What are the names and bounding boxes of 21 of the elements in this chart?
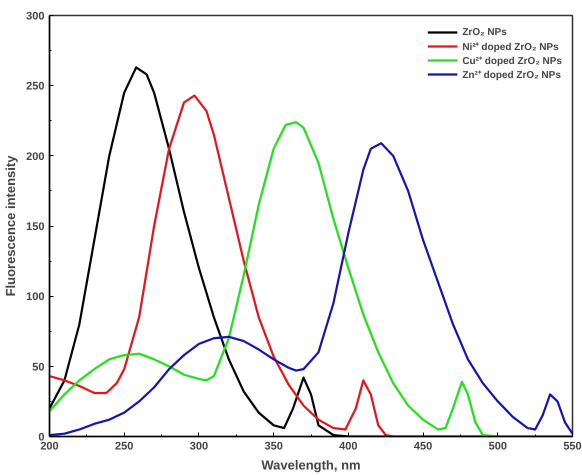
y-tick-label: 50: [32, 361, 45, 374]
legend-label: ZrO₂ NPs: [462, 26, 507, 39]
x-tick-label: 400: [339, 440, 358, 452]
y-tick-label: 200: [26, 150, 45, 163]
x-tick-label: 550: [563, 440, 582, 452]
y-tick-label: 250: [26, 80, 45, 93]
x-tick-label: 250: [115, 440, 134, 452]
x-tick-label: 350: [264, 440, 283, 452]
x-tick-label: 450: [414, 440, 432, 452]
legend-label: Ni²⁺ doped ZrO₂ NPs: [462, 41, 559, 53]
y-tick-label: 0: [38, 432, 45, 444]
legend-label: Cu²⁺ doped ZrO₂ NPs: [462, 55, 562, 67]
x-tick-label: 300: [190, 440, 208, 452]
y-axis-title: Fluorescence intensity: [3, 154, 18, 296]
y-tick-label: 100: [26, 291, 45, 304]
y-tick-label: 300: [26, 10, 45, 22]
legend-label: Zn²⁺ doped ZrO₂ NPs: [462, 69, 561, 81]
x-tick-label: 200: [40, 440, 59, 452]
y-tick-label: 150: [26, 221, 45, 233]
x-axis-title: Wavelength, nm: [261, 458, 361, 472]
x-tick-label: 500: [488, 440, 507, 452]
